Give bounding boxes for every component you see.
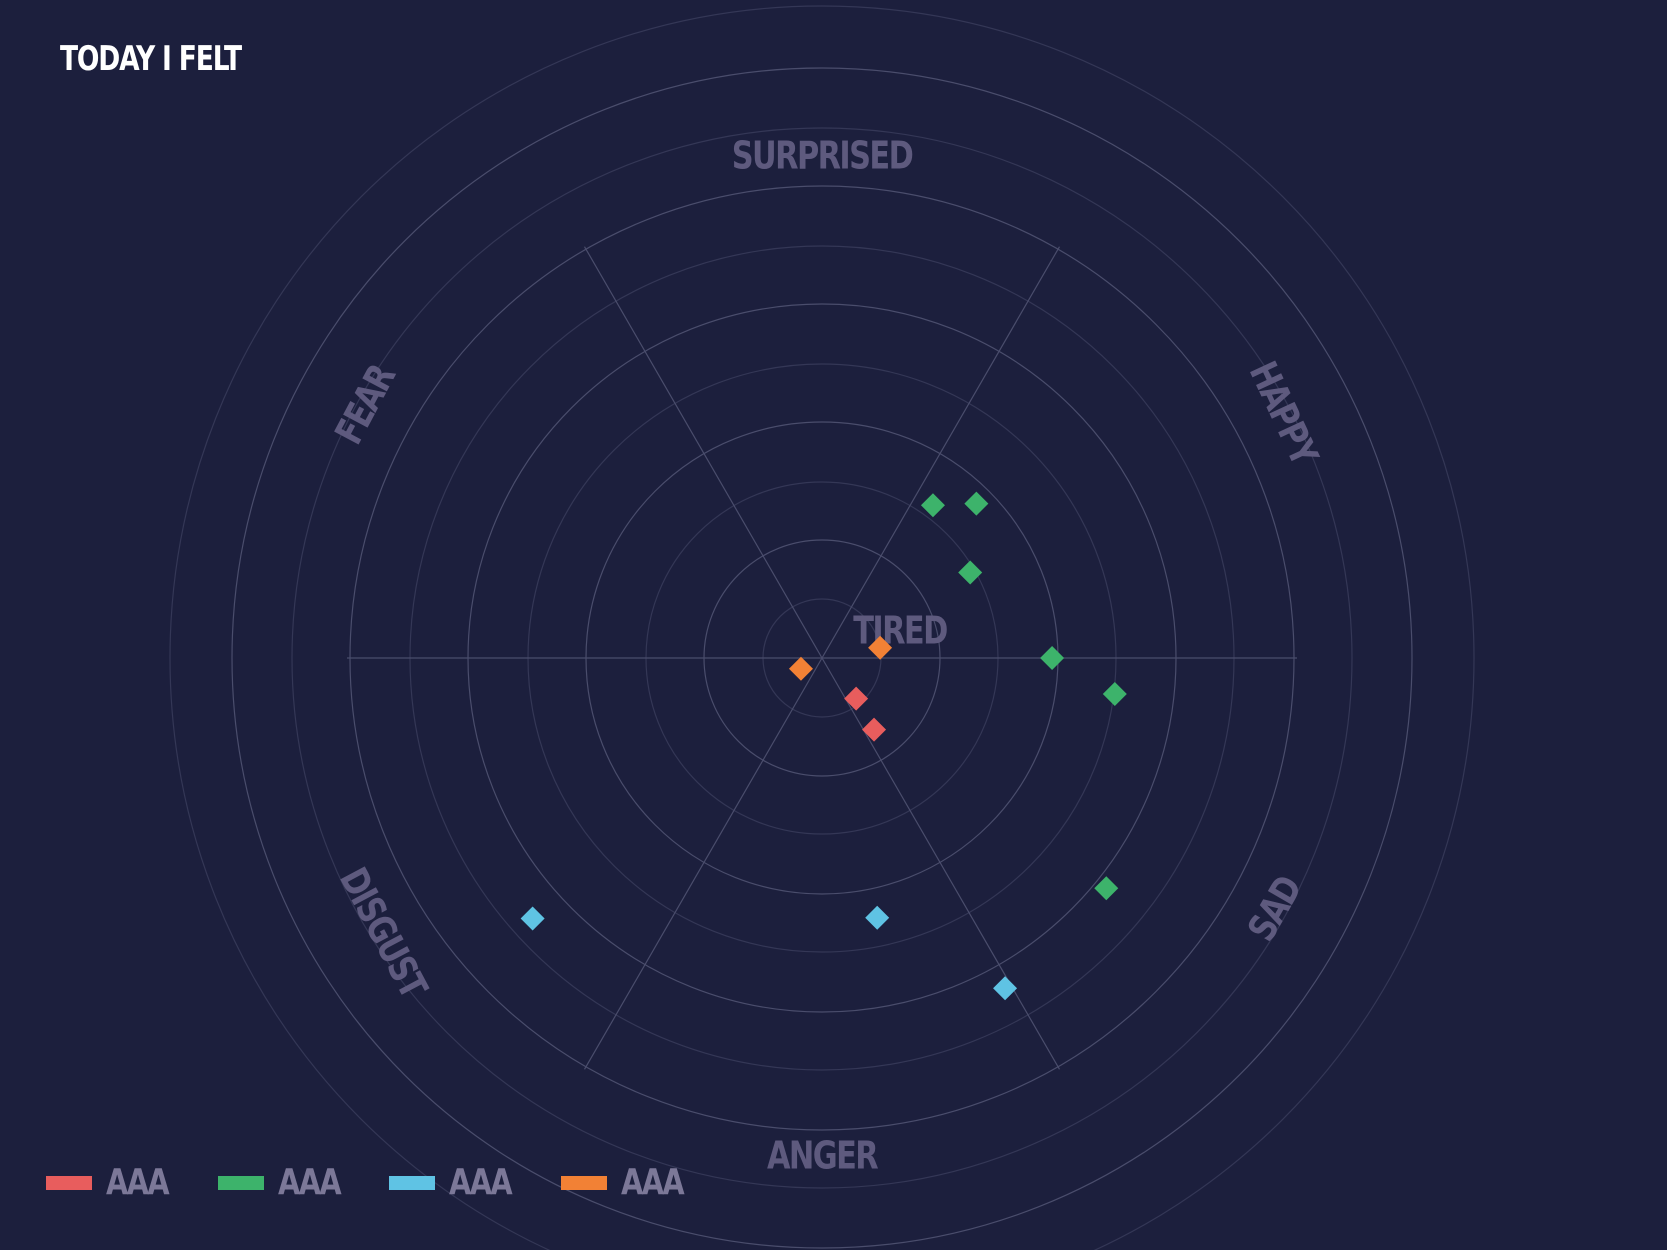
- grid-spoke-4: [583, 657, 823, 1070]
- legend-swatch-1: [46, 1176, 92, 1190]
- grid-spoke-3: [821, 657, 1061, 1070]
- data-points: [520, 491, 1127, 1001]
- grid: [169, 5, 1475, 1250]
- sector-label-happy: HAPPY: [1240, 355, 1327, 473]
- legend: AAA AAA AAA AAA: [46, 1165, 732, 1201]
- grid-ring-9: [291, 127, 1353, 1189]
- data-point-s2-p1: [920, 493, 945, 518]
- legend-label-2: AAA: [277, 1162, 342, 1203]
- data-point-s2-p3: [958, 560, 983, 585]
- legend-swatch-4: [560, 1176, 607, 1190]
- legend-swatch-3: [389, 1176, 436, 1190]
- sector-label-surprised: SURPRISED: [732, 134, 913, 178]
- legend-item-4: AAA: [560, 1162, 699, 1203]
- grid-ring-10: [231, 67, 1413, 1249]
- data-point-s2-p6: [1094, 876, 1119, 901]
- legend-item-3: AAA: [389, 1165, 527, 1201]
- legend-item-2: AAA: [217, 1162, 356, 1203]
- legend-swatch-2: [217, 1176, 264, 1190]
- legend-item-1: AAA: [46, 1165, 184, 1201]
- sector-label-disgust: DISGUST: [330, 861, 435, 1007]
- data-point-s3-p2: [865, 905, 890, 930]
- center-label: TIRED: [853, 609, 947, 653]
- sector-label-sad: SAD: [1240, 870, 1311, 949]
- data-point-s4-p1: [788, 656, 813, 681]
- legend-label-1: AAA: [106, 1162, 170, 1203]
- data-point-s2-p2: [964, 491, 989, 516]
- sector-label-anger: ANGER: [767, 1134, 878, 1178]
- legend-label-4: AAA: [620, 1162, 685, 1203]
- data-point-s2-p5: [1102, 681, 1127, 706]
- data-point-s3-p3: [993, 976, 1018, 1001]
- grid-ring-11: [169, 5, 1475, 1250]
- legend-label-3: AAA: [449, 1162, 513, 1203]
- data-point-s3-p1: [520, 906, 545, 931]
- grid-spoke-6: [583, 246, 823, 659]
- data-point-s1-p1: [844, 686, 869, 711]
- chart-title: TODAY I FELT: [60, 39, 242, 79]
- data-point-s4-p2: [868, 635, 893, 660]
- grid-spoke-1: [821, 246, 1061, 659]
- data-point-s2-p4: [1040, 646, 1065, 670]
- sector-label-fear: FEAR: [327, 358, 405, 452]
- data-point-s1-p2: [862, 717, 887, 742]
